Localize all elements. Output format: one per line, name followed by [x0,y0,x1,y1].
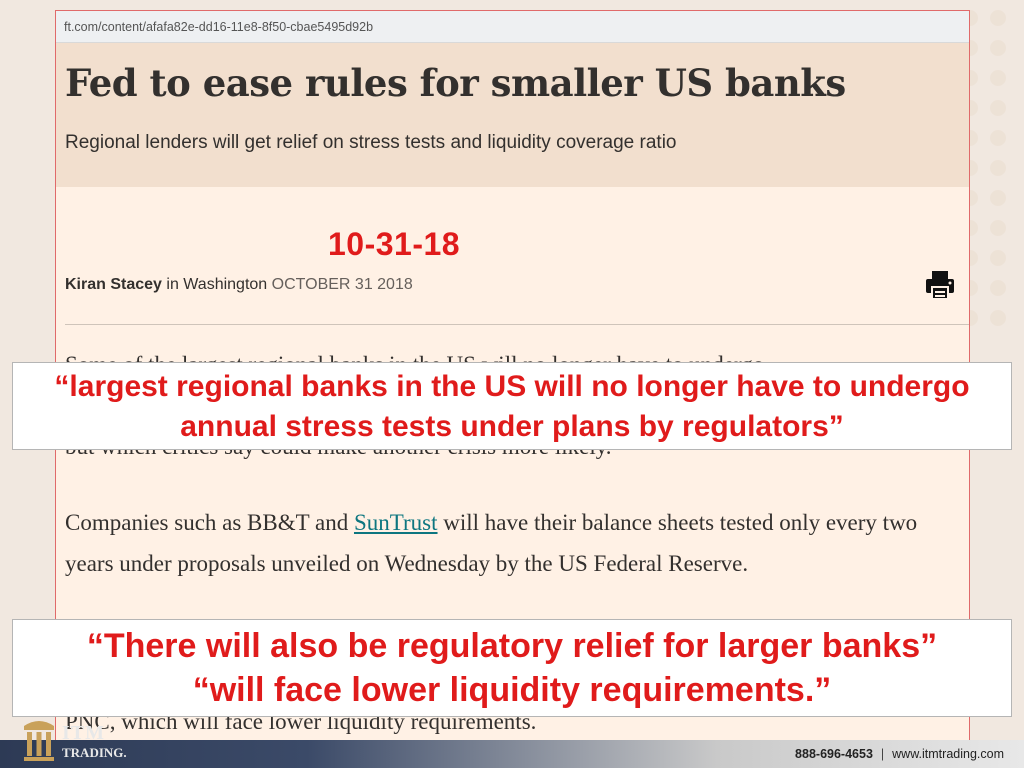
byline-location: in Washington [166,276,268,293]
itm-logo: ITM TRADING. [22,712,152,768]
article-headline: Fed to ease rules for smaller US banks [65,61,846,105]
headline-section: Fed to ease rules for smaller US banks R… [56,43,969,187]
byline: Kiran Stacey in Washington OCTOBER 31 20… [65,276,413,294]
suntrust-link[interactable]: SunTrust [353,510,438,535]
paragraph-2: Companies such as BB&T and SunTrust will… [65,502,945,584]
footer-phone[interactable]: 888-696-4653 [795,747,873,761]
pillar-logo-icon [24,721,54,761]
quote-callout-1: “largest regional banks in the US will n… [12,362,1012,450]
paragraph-2-text-b: will have their balance sheets tested on… [65,510,918,576]
logo-brand: ITM [62,722,105,744]
publish-date: OCTOBER 31 2018 [271,276,413,293]
url-bar[interactable]: ft.com/content/afafa82e-dd16-11e8-8f50-c… [56,11,969,43]
quote-callout-2-line-1: “There will also be regulatory relief fo… [86,627,938,665]
footer-bar: 888-696-4653 | www.itmtrading.com [0,740,1024,768]
divider [65,324,969,325]
footer-website[interactable]: www.itmtrading.com [892,747,1004,761]
print-icon[interactable] [924,269,956,301]
paragraph-2-text-a: Companies such as BB&T and [65,510,354,535]
footer-separator: | [880,747,885,761]
article-standfirst: Regional lenders will get relief on stre… [65,131,677,153]
footer-contact: 888-696-4653 | www.itmtrading.com [795,740,1004,768]
logo-sub: TRADING. [62,745,127,760]
url-text: ft.com/content/afafa82e-dd16-11e8-8f50-c… [64,19,374,34]
date-stamp: 10-31-18 [328,226,461,262]
quote-callout-2: “There will also be regulatory relief fo… [12,619,1012,717]
quote-callout-2-line-2: “will face lower liquidity requirements.… [192,671,832,709]
author-name[interactable]: Kiran Stacey [65,276,162,293]
